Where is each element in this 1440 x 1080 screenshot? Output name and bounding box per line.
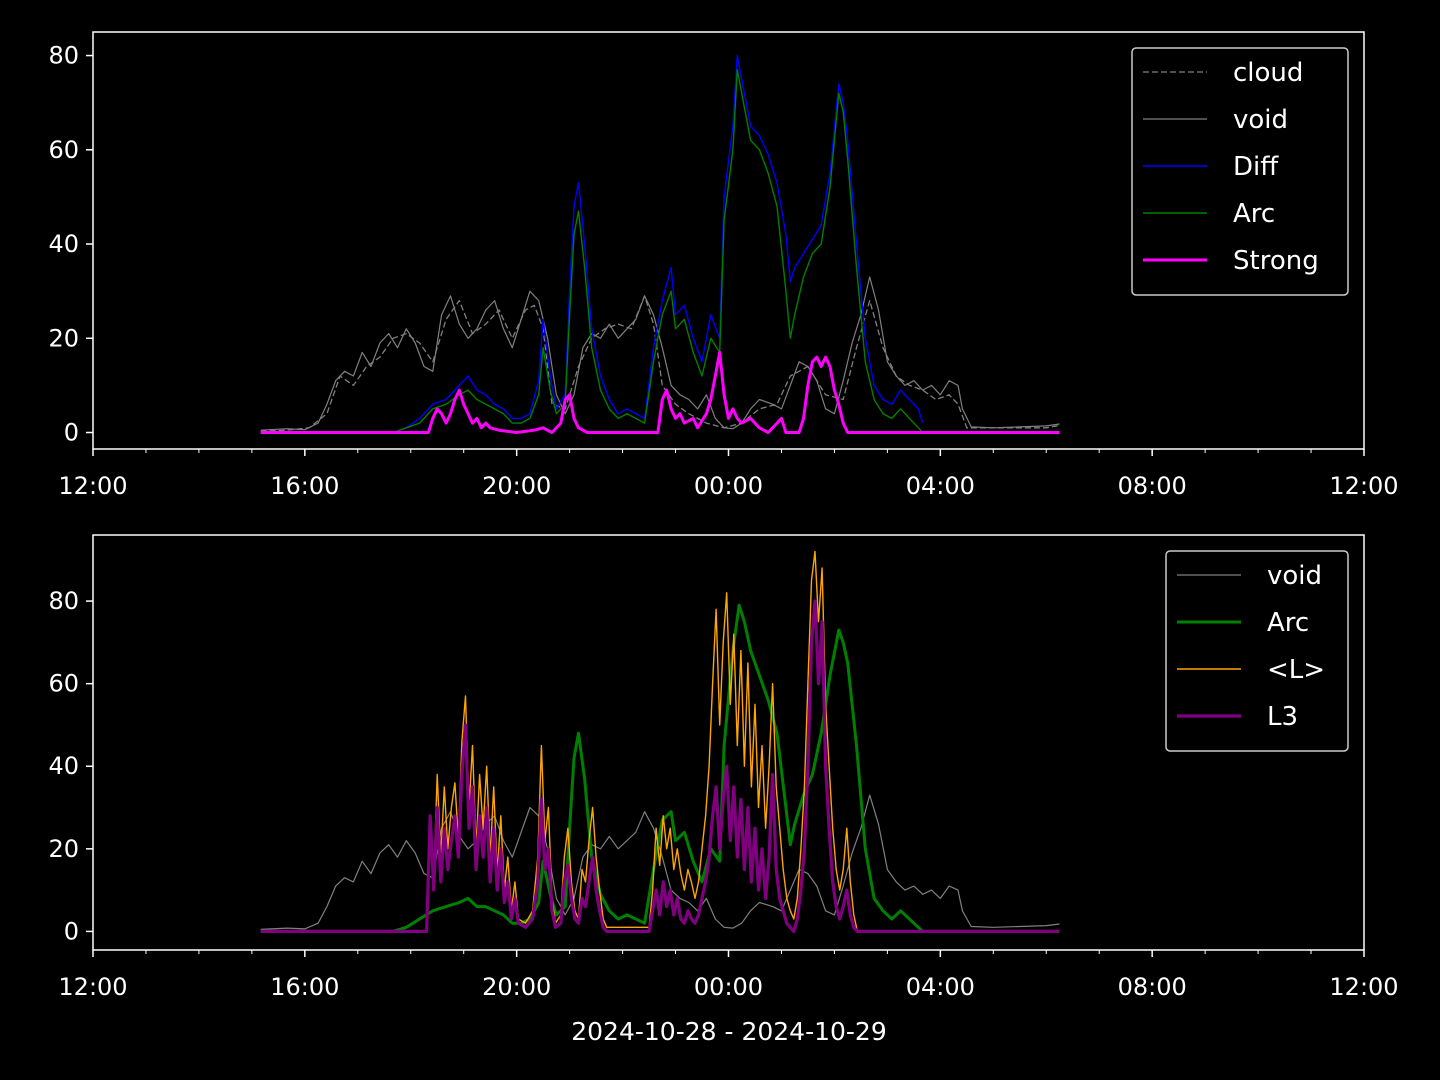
x-tick-label: 12:00: [58, 472, 127, 500]
x-tick-label: 20:00: [482, 973, 551, 1001]
x-tick-label: 00:00: [694, 472, 763, 500]
x-tick-label: 04:00: [906, 973, 975, 1001]
y-tick-label: 40: [48, 230, 79, 258]
x-tick-label: 12:00: [58, 973, 127, 1001]
legend-label-arc: Arc: [1233, 199, 1275, 229]
x-tick-label: 20:00: [482, 472, 551, 500]
y-tick-label: 60: [48, 136, 79, 164]
y-tick-label: 80: [48, 42, 79, 70]
legend-label-void: void: [1233, 105, 1288, 135]
series-line-strong: [260, 350, 1060, 434]
x-tick-label: 16:00: [270, 973, 339, 1001]
series-line-void: [260, 794, 1060, 930]
legend-label-arc: Arc: [1267, 608, 1309, 638]
y-tick-label: 60: [48, 670, 79, 698]
series-line-l3: [260, 599, 1060, 934]
y-tick-label: 80: [48, 587, 79, 615]
y-tick-label: 40: [48, 752, 79, 780]
top-panel: 0 20 40 60 80 12:00 16:00 20:00 00:00 04:00 08:00 1…: [48, 31, 1399, 500]
series-line-void: [260, 276, 1060, 431]
legend-label-diff: Diff: [1233, 152, 1279, 182]
y-tick-label: 0: [64, 419, 79, 447]
legend-label-strong: Strong: [1233, 246, 1319, 276]
x-tick-label: 12:00: [1329, 973, 1398, 1001]
series-line-diff: [392, 54, 924, 434]
y-tick-label: 20: [48, 835, 79, 863]
x-tick-label: 04:00: [906, 472, 975, 500]
series-line-arc: [392, 68, 924, 434]
x-tick-label: 12:00: [1329, 472, 1398, 500]
series-line-arc: [260, 603, 1060, 933]
legend-label-l: <L>: [1267, 655, 1325, 685]
legend-box: [1165, 550, 1349, 752]
legend-label-l3: L3: [1267, 702, 1298, 732]
x-tick-label: 00:00: [694, 973, 763, 1001]
date-range-label: 2024-10-28 - 2024-10-29: [571, 1017, 887, 1046]
x-tick-label: 08:00: [1118, 973, 1187, 1001]
legend-label-cloud: cloud: [1233, 58, 1303, 88]
x-tick-label: 16:00: [270, 472, 339, 500]
legend-label-void: void: [1267, 561, 1322, 591]
y-tick-label: 0: [64, 917, 79, 945]
y-tick-label: 20: [48, 324, 79, 352]
bottom-panel: 0 20 40 60 80 12:00 16:00 20:00 00:00 04:00 08:00 1…: [48, 534, 1399, 1001]
x-tick-label: 08:00: [1118, 472, 1187, 500]
legend-box: [1131, 47, 1349, 296]
